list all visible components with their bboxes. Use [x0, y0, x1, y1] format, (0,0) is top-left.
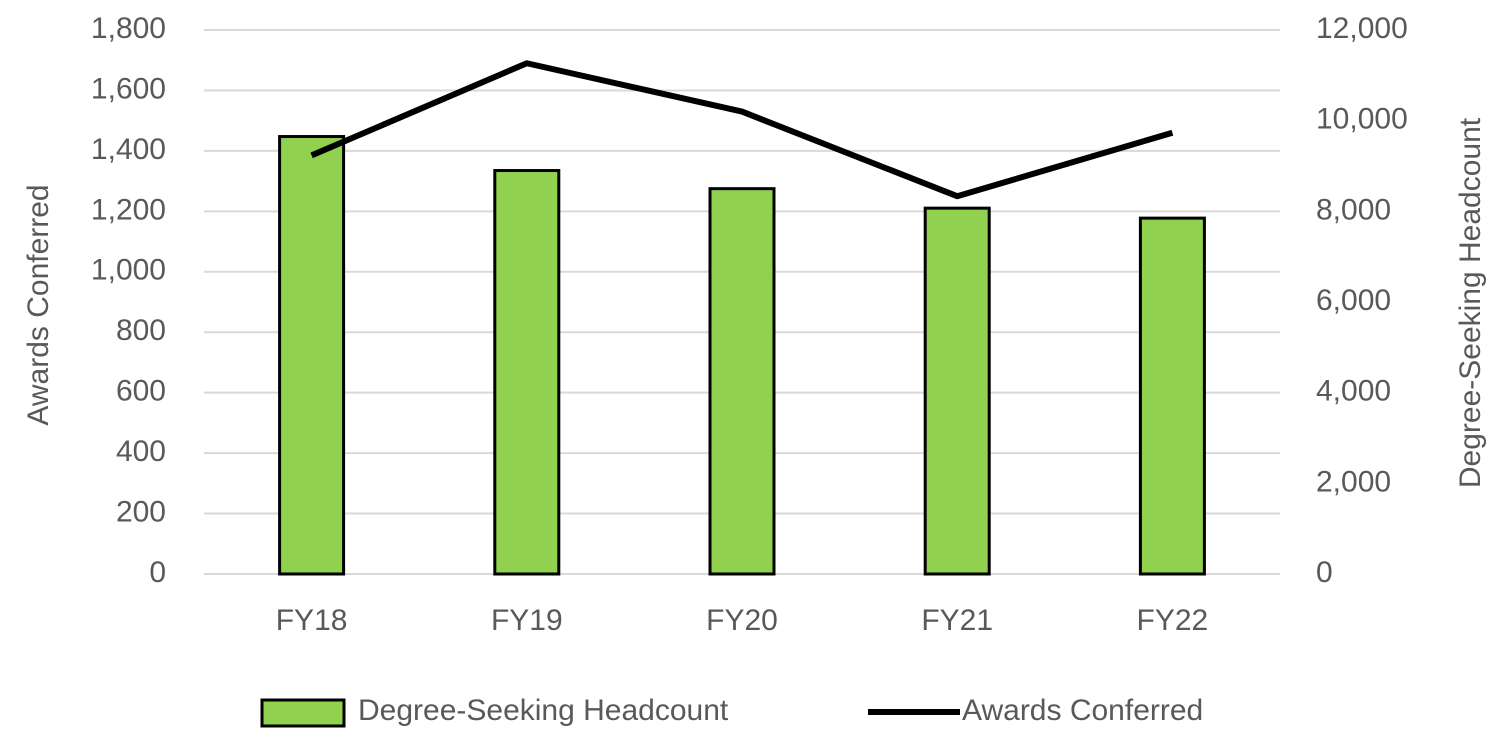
x-tick-label: FY20	[706, 604, 778, 637]
y2-axis-label: Degree-Seeking Headcount	[1454, 117, 1487, 488]
y-tick-label: 200	[116, 495, 166, 528]
x-tick-label: FY19	[491, 604, 563, 637]
y-tick-label: 1,000	[91, 254, 166, 287]
x-tick-label: FY22	[1137, 604, 1209, 637]
x-tick-label: FY21	[921, 604, 993, 637]
y2-tick-label: 4,000	[1316, 375, 1391, 408]
y2-tick-label: 12,000	[1316, 12, 1408, 45]
y-axis-label: Awards Conferred	[22, 184, 55, 425]
y-tick-label: 800	[116, 314, 166, 347]
bar	[1138, 216, 1206, 576]
y-tick-label: 1,600	[91, 72, 166, 105]
y-tick-label: 1,400	[91, 133, 166, 166]
y-tick-label: 1,800	[91, 12, 166, 45]
y-tick-label: 1,200	[91, 193, 166, 226]
y2-tick-label: 8,000	[1316, 193, 1391, 226]
y-tick-label: 0	[149, 556, 166, 589]
y2-tick-label: 0	[1316, 556, 1333, 589]
y-tick-label: 600	[116, 375, 166, 408]
legend-label: Awards Conferred	[962, 694, 1203, 727]
bar	[708, 187, 776, 576]
x-tick-label: FY18	[276, 604, 348, 637]
line	[310, 60, 1174, 200]
y-tick-label: 400	[116, 435, 166, 468]
y2-tick-label: 6,000	[1316, 284, 1391, 317]
bar	[493, 169, 561, 576]
legend-swatch	[260, 698, 346, 728]
legend-label: Degree-Seeking Headcount	[358, 694, 729, 727]
bar	[278, 135, 346, 576]
y2-tick-label: 10,000	[1316, 103, 1408, 136]
bar	[923, 206, 991, 576]
y2-tick-label: 2,000	[1316, 465, 1391, 498]
